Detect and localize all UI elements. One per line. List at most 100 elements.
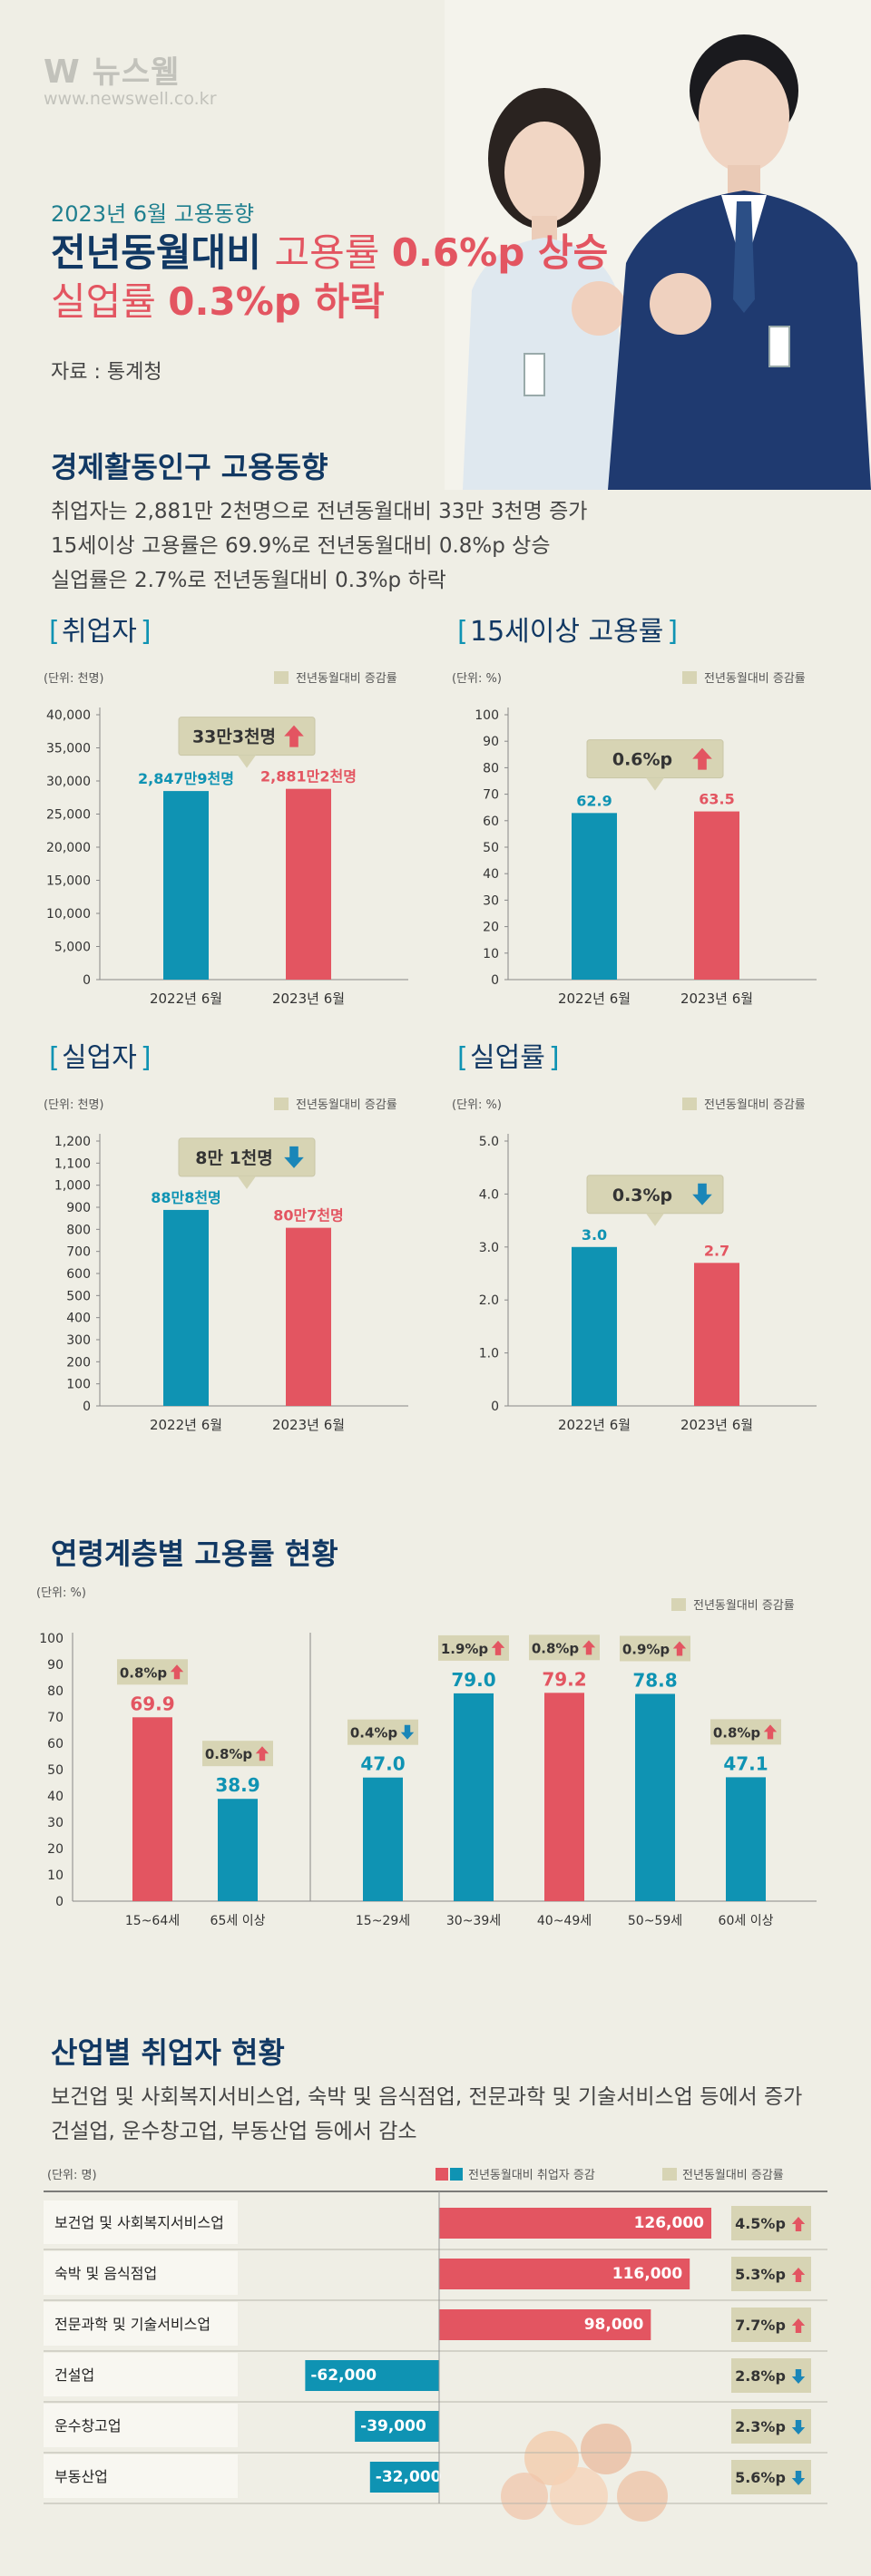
y-tick-label: 0: [491, 1400, 499, 1414]
legend-swatch: [662, 2168, 677, 2181]
y-tick-label: 30: [47, 1816, 64, 1830]
bar-value-label: 79.2: [542, 1668, 586, 1690]
change-arrow-icon: [284, 1146, 304, 1168]
callout-text: 1.9%p: [441, 1641, 489, 1657]
rate-text: 2.8%p: [735, 2367, 786, 2385]
y-tick-label: 1,000: [54, 1179, 91, 1194]
bar-value-label: 2,881만2천명: [260, 768, 357, 785]
y-tick-label: 900: [66, 1201, 91, 1215]
chart-title-open-bracket: [: [49, 616, 60, 648]
x-tick-label: 2022년 6월: [558, 990, 631, 1007]
y-tick-label: 3.0: [479, 1241, 499, 1255]
bar: [635, 1693, 675, 1901]
bar: [163, 1209, 209, 1406]
y-tick-label: 5.0: [479, 1135, 499, 1149]
x-tick-label: 2023년 6월: [680, 990, 753, 1007]
bar: [369, 2462, 439, 2493]
x-tick-label: 2023년 6월: [272, 990, 345, 1007]
category-label: 전문과학 및 기술서비스업: [54, 2316, 210, 2333]
chart-title-open-bracket: [: [457, 1042, 468, 1074]
industry-line-1: 보건업 및 사회복지서비스업, 숙박 및 음식점업, 전문과학 및 기술서비스업…: [51, 2085, 803, 2109]
chart-unit: (단위: %): [452, 1098, 502, 1112]
chart-unit: (단위: 천명): [44, 1098, 104, 1112]
bar: [439, 2259, 690, 2289]
callout-text: 0.4%p: [350, 1725, 398, 1742]
callout-text: 0.8%p: [532, 1640, 580, 1656]
bar: [439, 2208, 711, 2239]
rate-text: 5.3%p: [735, 2266, 786, 2283]
y-tick-label: 20: [483, 921, 499, 935]
chart-title: 취업자: [62, 616, 137, 648]
legend-label: 전년동월대비 증감률: [682, 2169, 784, 2182]
bar: [355, 2411, 439, 2442]
y-tick-label: 50: [483, 841, 499, 855]
y-tick-label: 40,000: [46, 708, 91, 723]
legend-label: 전년동월대비 취업자 증감: [468, 2169, 595, 2182]
bar: [726, 1777, 766, 1901]
change-arrow-icon: [791, 2217, 806, 2231]
people-illustration: [463, 34, 871, 490]
person-head: [550, 2467, 608, 2525]
bar: [544, 1693, 584, 1901]
y-tick-label: 400: [66, 1312, 91, 1326]
legend-label: 전년동월대비 증감률: [296, 672, 397, 686]
bar-value-label: -39,000: [360, 2417, 426, 2435]
x-tick-label: 30~39세: [446, 1914, 501, 1928]
bar-value-label: 80만7천명: [273, 1207, 344, 1225]
category-label: 보건업 및 사회복지서비스업: [54, 2214, 224, 2231]
legend-swatch: [682, 1098, 697, 1110]
bar-value-label: 98,000: [584, 2316, 644, 2334]
chart-unemployment-rate: [실업률] (단위: %) 전년동월대비 증감률 0 1.0 2.0 3.0 4.0 5.0 3.…: [452, 1042, 817, 1433]
y-tick-label: 0: [491, 973, 499, 988]
change-arrow-icon: [791, 2369, 806, 2384]
bar: [163, 791, 209, 980]
category-label: 숙박 및 음식점업: [54, 2265, 157, 2282]
x-tick-label: 60세 이상: [719, 1914, 774, 1928]
bar-value-label: 38.9: [215, 1774, 259, 1796]
chart-title: 15세이상 고용률: [470, 616, 663, 648]
callout-text: 0.6%p: [612, 750, 672, 770]
y-tick-label: 100: [39, 1632, 64, 1646]
bar-value-label: 79.0: [451, 1669, 495, 1691]
bar-value-label: 116,000: [612, 2265, 683, 2283]
callout-pointer: [238, 755, 256, 768]
bar: [132, 1717, 172, 1901]
x-tick-label: 40~49세: [537, 1914, 592, 1928]
category-cell: [44, 2353, 238, 2396]
chart-unit: (단위: %): [452, 672, 502, 686]
x-tick-label: 15~64세: [125, 1914, 180, 1928]
y-tick-label: 80: [47, 1684, 64, 1699]
category-label: 부동산업: [54, 2468, 108, 2485]
bar-value-label: 2,847만9천명: [138, 770, 234, 787]
bar-value-label: 69.9: [130, 1693, 174, 1714]
bar: [363, 1777, 403, 1901]
bar-value-label: -32,000: [376, 2468, 442, 2486]
legend-swatch: [682, 671, 697, 684]
bar: [694, 811, 739, 980]
legend-label: 전년동월대비 증감률: [693, 1599, 795, 1613]
bar-value-label: 2.7: [704, 1242, 729, 1259]
x-tick-label: 50~59세: [628, 1914, 682, 1928]
chart-unemployed: [실업자] (단위: 천명) 전년동월대비 증감률 0 100 200 300 400 500 6…: [44, 1042, 408, 1433]
change-arrow-icon: [400, 1724, 415, 1740]
bar-value-label: 47.1: [723, 1752, 768, 1774]
bar: [454, 1693, 494, 1901]
y-tick-label: 2.0: [479, 1293, 499, 1308]
callout-pointer: [646, 1213, 664, 1226]
callout-text: 0.9%p: [622, 1641, 670, 1657]
x-tick-label: 2022년 6월: [558, 1417, 631, 1433]
change-arrow-icon: [791, 2471, 806, 2485]
y-tick-label: 1,100: [54, 1156, 91, 1171]
chart-title-close-bracket: ]: [549, 1042, 560, 1074]
chart-employment-rate: [15세이상 고용률] (단위: %) 전년동월대비 증감률 0 10 20 30 40 50 6…: [452, 616, 817, 1007]
y-tick-label: 90: [483, 735, 499, 749]
legend-label: 전년동월대비 증감률: [704, 672, 806, 686]
person-head: [581, 2424, 631, 2474]
headline-line-2: 실업률 0.3%p 하락: [51, 279, 385, 324]
y-tick-label: 5,000: [54, 941, 91, 955]
section-title-age: 연령계층별 고용률 현황: [51, 1537, 338, 1571]
summary-line-3: 실업률은 2.7%로 전년동월대비 0.3%p 하락: [51, 569, 446, 592]
category-label: 건설업: [54, 2366, 94, 2384]
change-arrow-icon: [255, 1746, 269, 1761]
